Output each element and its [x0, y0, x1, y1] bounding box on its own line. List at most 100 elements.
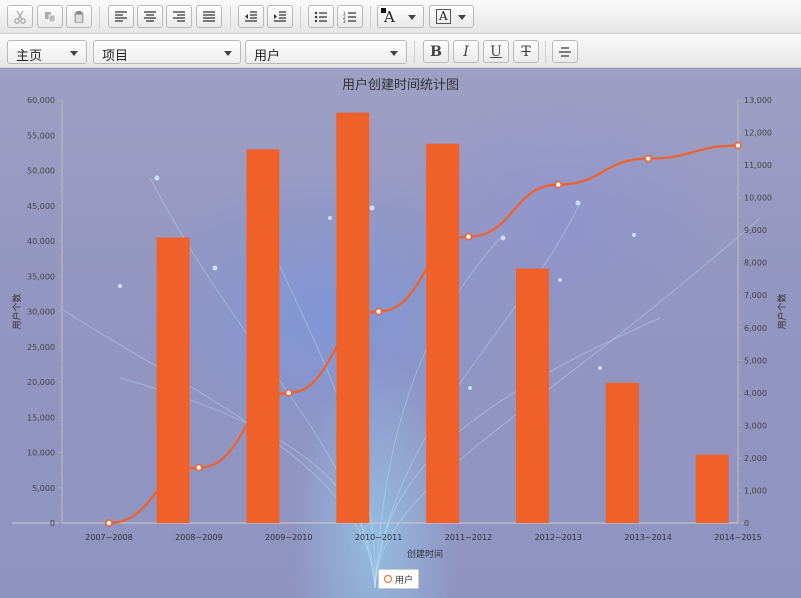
horizontal-rule-button[interactable]	[552, 40, 578, 63]
background-glow-dots	[118, 175, 636, 390]
align-center-button[interactable]	[137, 5, 163, 28]
x-tick-label: 2012~2013	[535, 533, 582, 542]
y-right-tick-label: 6,000	[744, 324, 767, 333]
x-tick-label: 2014~2015	[714, 533, 761, 542]
legend[interactable]: 用户	[378, 569, 420, 589]
numbered-list-icon: 123	[343, 11, 356, 23]
bar	[516, 268, 549, 523]
underline-icon: U	[490, 43, 502, 60]
editor-toolbar-bottom: 主页 项目 用户 B I U T	[0, 34, 801, 68]
y-left-tick-label: 0	[50, 519, 55, 528]
bullet-list-icon	[314, 11, 327, 22]
x-tick-label: 2011~2012	[445, 533, 492, 542]
bold-button[interactable]: B	[423, 40, 449, 63]
chevron-down-icon	[70, 51, 78, 56]
y-right-tick-label: 1,000	[744, 486, 767, 495]
x-tick-label: 2007~2008	[85, 533, 132, 542]
y-right-tick-label: 5,000	[744, 356, 767, 365]
line-point	[644, 154, 652, 163]
y-right-tick-label: 3,000	[744, 421, 767, 430]
indent-icon	[274, 10, 286, 22]
y-left-tick-label: 45,000	[27, 202, 55, 211]
background-fiber-decoration	[59, 177, 761, 589]
chevron-down-icon	[390, 51, 398, 56]
x-tick-label: 2009~2010	[265, 533, 312, 542]
legend-label: 用户	[395, 575, 414, 586]
y-left-tick-label: 5,000	[32, 484, 55, 493]
indent-button[interactable]	[267, 5, 293, 28]
italic-button[interactable]: I	[453, 40, 479, 63]
paste-button[interactable]	[66, 5, 92, 28]
align-justify-icon	[203, 10, 215, 22]
y-left-tick-label: 60,000	[27, 96, 55, 105]
align-right-icon	[173, 10, 185, 22]
line-point	[374, 307, 383, 316]
bar	[695, 454, 729, 523]
highlight-color-icon: A	[436, 9, 451, 24]
align-justify-button[interactable]	[196, 5, 222, 28]
underline-button[interactable]: U	[483, 40, 509, 63]
y-axis-right-title: 用户个数	[776, 293, 788, 329]
y-right-tick-label: 10,000	[744, 194, 772, 203]
y-left-tick-label: 50,000	[27, 167, 55, 176]
line-point	[734, 141, 742, 150]
y-right-tick-label: 12,000	[744, 129, 772, 138]
chevron-down-icon	[224, 51, 232, 56]
line-point	[464, 232, 473, 241]
bar	[605, 382, 639, 523]
font-color-icon: A	[381, 7, 395, 26]
copy-icon	[45, 11, 56, 22]
bullet-list-button[interactable]	[308, 5, 334, 28]
bar	[426, 143, 460, 523]
y-left-tick-label: 55,000	[27, 131, 55, 140]
x-tick-label: 2008~2009	[175, 533, 222, 542]
outdent-button[interactable]	[238, 5, 264, 28]
align-left-button[interactable]	[108, 5, 134, 28]
y-right-tick-label: 0	[744, 519, 749, 528]
chart-panel: 0 5,000 10,000 15,000 20,000 25,000 30,000 35,0…	[0, 68, 801, 598]
line-point	[195, 463, 203, 472]
user-select[interactable]: 用户	[245, 40, 407, 64]
y-left-tick-label: 25,000	[27, 343, 55, 352]
y-left-tick-label: 35,000	[27, 272, 55, 281]
line-point	[105, 519, 113, 527]
project-select[interactable]: 项目	[93, 40, 241, 64]
cut-icon	[14, 10, 26, 24]
y-left-tick-label: 20,000	[27, 378, 55, 387]
x-tick-label: 2013~2014	[624, 533, 671, 542]
chart-title: 用户创建时间统计图	[341, 78, 459, 93]
y-right-tick-label: 11,000	[744, 161, 772, 170]
plot-area: 0 5,000 10,000 15,000 20,000 25,000 30,000 35,0…	[11, 96, 788, 560]
user-creation-chart: 0 5,000 10,000 15,000 20,000 25,000 30,000 35,0…	[11, 96, 788, 589]
highlight-color-button[interactable]: A	[429, 5, 474, 28]
line-point	[284, 389, 293, 397]
home-select-value: 主页	[16, 49, 43, 64]
copy-button[interactable]	[37, 5, 63, 28]
line-point	[554, 180, 563, 189]
y-right-tick-label: 2,000	[744, 454, 767, 463]
paste-icon	[74, 10, 84, 23]
series-line	[108, 144, 739, 525]
strikethrough-button[interactable]: T	[513, 40, 539, 63]
y-axis-left-title: 用户个数	[11, 293, 23, 329]
cut-button[interactable]	[7, 5, 33, 28]
svg-text:2: 2	[343, 15, 346, 20]
user-select-value: 用户	[254, 49, 281, 64]
y-right-tick-label: 7,000	[744, 291, 767, 300]
legend-marker-icon	[384, 575, 392, 583]
project-select-value: 项目	[102, 49, 129, 64]
bar	[156, 237, 190, 523]
font-color-button[interactable]: A	[377, 5, 424, 28]
y-right-tick-label: 9,000	[744, 226, 767, 235]
align-center-icon	[144, 10, 156, 22]
y-left-tick-label: 30,000	[27, 308, 55, 317]
bar	[246, 149, 280, 523]
align-right-button[interactable]	[166, 5, 192, 28]
horizontal-rule-icon	[559, 46, 571, 57]
svg-text:1: 1	[343, 11, 346, 16]
y-right-tick-label: 13,000	[744, 96, 772, 105]
x-axis-title: 创建时间	[407, 548, 443, 560]
home-select[interactable]: 主页	[7, 40, 87, 64]
